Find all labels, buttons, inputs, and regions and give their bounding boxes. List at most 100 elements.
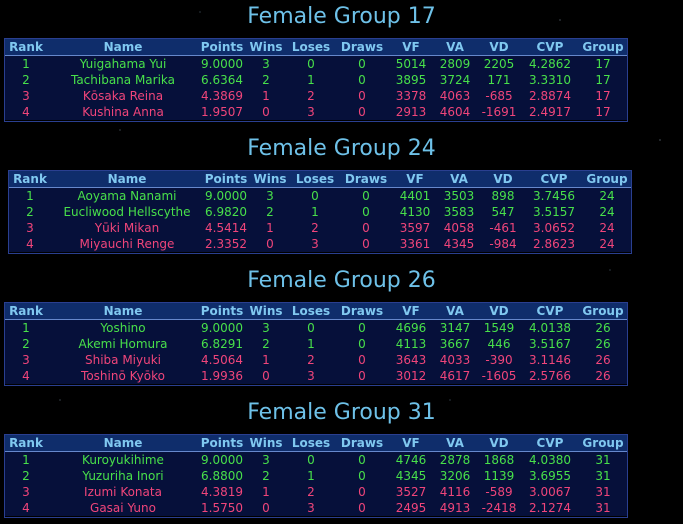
column-header-vf[interactable]: VF (388, 302, 434, 320)
table-header-row: Rank Name Points Wins Loses Draws VF VA VD CVP Gro… (4, 38, 628, 56)
column-header-draws[interactable]: Draws (336, 302, 388, 320)
column-header-loses[interactable]: Loses (286, 302, 336, 320)
column-header-loses[interactable]: Loses (286, 434, 336, 452)
cell-loses: 3 (307, 369, 315, 383)
cell-vf: 4746 (395, 453, 427, 467)
column-header-loses[interactable]: Loses (290, 170, 340, 188)
cell-vf: 3361 (399, 237, 431, 251)
table-header-row: Rank Name Points Wins Loses Draws VF VA VD CVP Gro… (4, 302, 628, 320)
column-header-vf[interactable]: VF (388, 38, 434, 56)
column-header-points[interactable]: Points (198, 302, 246, 320)
cell-vf: 4345 (395, 469, 427, 483)
cell-loses: 0 (307, 321, 315, 335)
column-header-points[interactable]: Points (198, 434, 246, 452)
column-header-va[interactable]: VA (434, 434, 476, 452)
cell-va: 4617 (439, 369, 471, 383)
cell-draws: 0 (358, 453, 366, 467)
cell-vd: 446 (487, 337, 511, 351)
column-header-va[interactable]: VA (438, 170, 480, 188)
column-header-name[interactable]: Name (48, 38, 198, 56)
cell-loses: 1 (307, 73, 315, 87)
cell-vf: 4130 (399, 205, 431, 219)
cell-vf: 4696 (395, 321, 427, 335)
cell-va: 4345 (443, 237, 475, 251)
cell-wins: 2 (262, 469, 270, 483)
column-header-rank[interactable]: Rank (4, 302, 48, 320)
column-header-cvp[interactable]: CVP (522, 434, 578, 452)
column-header-vd[interactable]: VD (476, 302, 522, 320)
column-header-draws[interactable]: Draws (340, 170, 392, 188)
cell-cvp: 3.7456 (533, 189, 575, 203)
column-header-cvp[interactable]: CVP (522, 302, 578, 320)
column-header-vd[interactable]: VD (476, 434, 522, 452)
column-header-points[interactable]: Points (198, 38, 246, 56)
column-header-wins[interactable]: Wins (246, 38, 286, 56)
cell-va: 3667 (439, 337, 471, 351)
cell-cvp: 4.2862 (529, 57, 571, 71)
column-header-va[interactable]: VA (434, 38, 476, 56)
cell-rank: 4 (22, 105, 30, 119)
cell-va: 2878 (439, 453, 471, 467)
cell-group: 31 (595, 501, 611, 515)
column-header-vf[interactable]: VF (392, 170, 438, 188)
table-row: 4 Kushina Anna 1.9507 0 3 0 2913 4604 -1691 2.491… (4, 104, 628, 120)
column-header-group[interactable]: Group (578, 434, 628, 452)
column-header-rank[interactable]: Rank (4, 38, 48, 56)
cell-draws: 0 (358, 89, 366, 103)
cell-name: Yūki Mikan (94, 221, 160, 235)
table-header-row: Rank Name Points Wins Loses Draws VF VA VD CVP Gro… (4, 434, 628, 452)
column-header-group[interactable]: Group (578, 302, 628, 320)
cell-group: 31 (595, 469, 611, 483)
column-header-name[interactable]: Name (48, 434, 198, 452)
column-header-group[interactable]: Group (582, 170, 632, 188)
cell-cvp: 2.1274 (529, 501, 571, 515)
cell-va: 3724 (439, 73, 471, 87)
cell-va: 3206 (439, 469, 471, 483)
cell-name: Yuzuriha Inori (82, 469, 164, 483)
column-header-cvp[interactable]: CVP (522, 38, 578, 56)
cell-points: 1.9507 (201, 105, 243, 119)
cell-va: 4063 (439, 89, 471, 103)
cell-rank: 1 (22, 57, 30, 71)
cell-loses: 1 (311, 205, 319, 219)
column-header-vf[interactable]: VF (388, 434, 434, 452)
column-header-name[interactable]: Name (48, 302, 198, 320)
cell-cvp: 2.8623 (533, 237, 575, 251)
cell-draws: 0 (358, 73, 366, 87)
table-row: 3 Shiba Miyuki 4.5064 1 2 0 3643 4033 -390 3.1146… (4, 352, 628, 368)
cell-wins: 0 (262, 105, 270, 119)
cell-rank: 4 (22, 369, 30, 383)
cell-cvp: 3.5167 (529, 337, 571, 351)
column-header-rank[interactable]: Rank (8, 170, 52, 188)
table-row: 4 Miyauchi Renge 2.3352 0 3 0 3361 4345 -984 2.86… (8, 236, 632, 252)
column-header-points[interactable]: Points (202, 170, 250, 188)
cell-vd: -1691 (481, 105, 517, 119)
column-header-rank[interactable]: Rank (4, 434, 48, 452)
cell-vf: 3895 (395, 73, 427, 87)
column-header-vd[interactable]: VD (480, 170, 526, 188)
cell-loses: 3 (311, 237, 319, 251)
cell-draws: 0 (358, 501, 366, 515)
cell-va: 4058 (443, 221, 475, 235)
column-header-loses[interactable]: Loses (286, 38, 336, 56)
table-row: 2 Tachibana Marika 6.6364 2 1 0 3895 3724 171 3.3… (4, 72, 628, 88)
cell-wins: 3 (262, 321, 270, 335)
cell-name: Kōsaka Reina (82, 89, 164, 103)
cell-name: Tachibana Marika (70, 73, 176, 87)
cell-draws: 0 (358, 57, 366, 71)
column-header-group[interactable]: Group (578, 38, 628, 56)
cell-group: 17 (595, 89, 611, 103)
cell-vd: -685 (485, 89, 513, 103)
cell-wins: 2 (262, 337, 270, 351)
column-header-wins[interactable]: Wins (250, 170, 290, 188)
column-header-draws[interactable]: Draws (336, 434, 388, 452)
column-header-cvp[interactable]: CVP (526, 170, 582, 188)
column-header-draws[interactable]: Draws (336, 38, 388, 56)
column-header-wins[interactable]: Wins (246, 302, 286, 320)
cell-points: 6.9820 (205, 205, 247, 219)
column-header-va[interactable]: VA (434, 302, 476, 320)
cell-loses: 2 (311, 221, 319, 235)
column-header-vd[interactable]: VD (476, 38, 522, 56)
column-header-name[interactable]: Name (52, 170, 202, 188)
column-header-wins[interactable]: Wins (246, 434, 286, 452)
